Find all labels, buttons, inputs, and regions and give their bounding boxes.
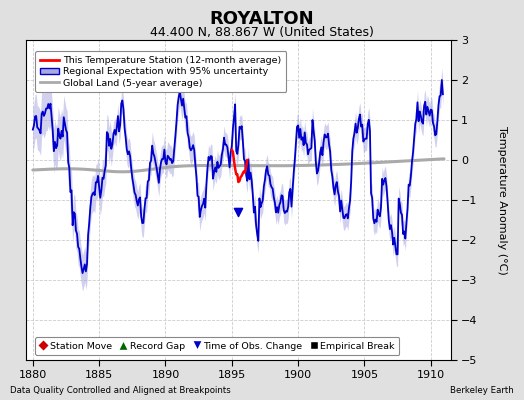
Y-axis label: Temperature Anomaly (°C): Temperature Anomaly (°C) [497, 126, 507, 274]
Text: 44.400 N, 88.867 W (United States): 44.400 N, 88.867 W (United States) [150, 26, 374, 39]
Text: Berkeley Earth: Berkeley Earth [450, 386, 514, 395]
Legend: Station Move, Record Gap, Time of Obs. Change, Empirical Break: Station Move, Record Gap, Time of Obs. C… [35, 337, 399, 355]
Point [234, 209, 243, 215]
Text: ROYALTON: ROYALTON [210, 10, 314, 28]
Text: Data Quality Controlled and Aligned at Breakpoints: Data Quality Controlled and Aligned at B… [10, 386, 231, 395]
